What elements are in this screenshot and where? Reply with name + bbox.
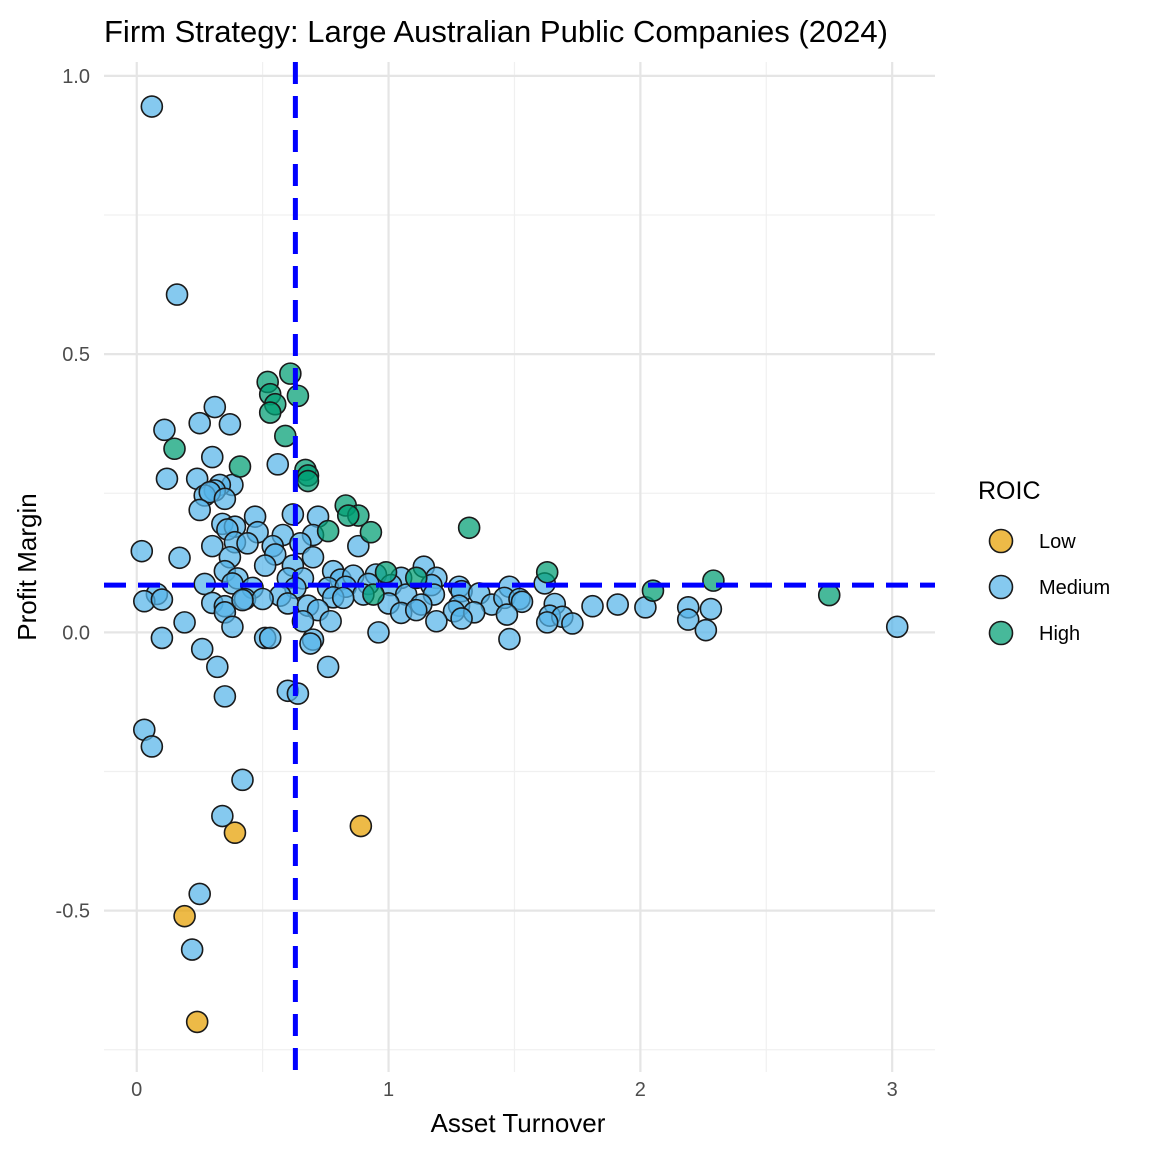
- point-medium: [316, 655, 340, 679]
- x-tick-label: 1: [383, 1079, 394, 1101]
- point-medium: [200, 445, 224, 469]
- point-high: [163, 437, 186, 461]
- point-medium: [150, 626, 174, 650]
- point-medium: [581, 594, 604, 618]
- chart-title: Firm Strategy: Large Australian Public C…: [104, 14, 888, 49]
- point-low: [185, 1010, 209, 1034]
- point-medium: [606, 593, 630, 616]
- point-low: [173, 904, 196, 928]
- point-medium: [885, 615, 909, 639]
- point-medium: [319, 609, 342, 633]
- point-medium: [188, 882, 211, 906]
- point-medium: [140, 95, 164, 118]
- legend-title: ROIC: [978, 477, 1041, 505]
- point-medium: [206, 655, 229, 679]
- point-high: [535, 560, 559, 584]
- legend-label-high: High: [1039, 623, 1080, 645]
- y-axis-title: Profit Margin: [12, 493, 42, 640]
- point-medium: [200, 534, 224, 558]
- point-medium: [498, 627, 521, 651]
- point-medium: [699, 597, 723, 621]
- point-high: [374, 560, 398, 584]
- legend-key-high: [988, 620, 1014, 646]
- point-medium: [694, 618, 718, 642]
- point-medium: [150, 588, 174, 611]
- point-medium: [331, 586, 355, 610]
- point-high: [336, 504, 360, 527]
- point-medium: [299, 632, 322, 655]
- point-high: [817, 583, 841, 607]
- x-tick-label: 0: [131, 1079, 142, 1101]
- point-medium: [450, 607, 473, 630]
- point-medium: [140, 735, 164, 758]
- legend-label-low: Low: [1039, 531, 1076, 553]
- y-tick-label: 1.0: [62, 66, 90, 88]
- point-medium: [367, 621, 390, 644]
- point-high: [274, 424, 297, 448]
- point-medium: [495, 603, 519, 626]
- x-axis-title: Asset Turnover: [431, 1108, 606, 1138]
- point-medium: [188, 411, 211, 435]
- point-medium: [301, 545, 325, 569]
- point-high: [296, 469, 320, 493]
- point-medium: [188, 498, 211, 522]
- point-medium: [155, 467, 179, 491]
- point-high: [228, 455, 252, 478]
- point-medium: [168, 546, 191, 570]
- point-medium: [404, 598, 428, 622]
- point-medium: [253, 554, 277, 577]
- y-tick-label: 0.5: [62, 344, 90, 366]
- point-medium: [676, 608, 700, 631]
- point-low: [223, 821, 247, 845]
- point-medium: [535, 611, 559, 634]
- point-medium: [286, 682, 310, 705]
- legend-label-medium: Medium: [1039, 577, 1110, 599]
- point-high: [258, 401, 282, 424]
- y-tick-label: 0.0: [62, 622, 90, 644]
- data-points: [130, 95, 909, 1034]
- point-medium: [213, 685, 237, 708]
- point-medium: [236, 532, 259, 555]
- point-medium: [347, 534, 370, 558]
- point-high: [702, 569, 725, 592]
- point-medium: [510, 590, 534, 614]
- point-high: [359, 520, 383, 544]
- x-tick-label: 2: [635, 1079, 646, 1101]
- point-medium: [561, 612, 584, 635]
- point-medium: [258, 626, 282, 650]
- point-medium: [165, 283, 189, 306]
- point-medium: [190, 637, 214, 661]
- point-medium: [221, 615, 244, 639]
- point-medium: [266, 453, 290, 476]
- point-low: [349, 814, 373, 838]
- point-medium: [281, 503, 305, 526]
- point-medium: [130, 539, 154, 563]
- point-medium: [425, 609, 448, 633]
- point-medium: [231, 768, 254, 792]
- point-medium: [213, 487, 237, 511]
- y-tick-label: -0.5: [56, 901, 90, 923]
- reference-lines: [104, 62, 935, 1072]
- grid-lines: [104, 62, 935, 1072]
- x-tick-label: 3: [887, 1079, 898, 1101]
- point-high: [286, 384, 310, 408]
- point-medium: [180, 938, 204, 961]
- point-high: [457, 516, 481, 540]
- point-medium: [153, 418, 176, 442]
- legend-key-medium: [988, 574, 1014, 600]
- point-medium: [203, 395, 227, 419]
- point-medium: [211, 804, 234, 828]
- point-high: [316, 519, 340, 543]
- point-high: [362, 583, 385, 606]
- tick-labels: 0 1 2 3 -0.5 0.0 0.5 1.0: [56, 66, 898, 1101]
- legend: ROIC Low Medium High: [978, 477, 1110, 646]
- point-medium: [173, 611, 196, 634]
- point-medium: [251, 587, 274, 611]
- legend-key-low: [988, 528, 1014, 554]
- point-medium: [218, 412, 242, 436]
- point-medium: [231, 588, 254, 612]
